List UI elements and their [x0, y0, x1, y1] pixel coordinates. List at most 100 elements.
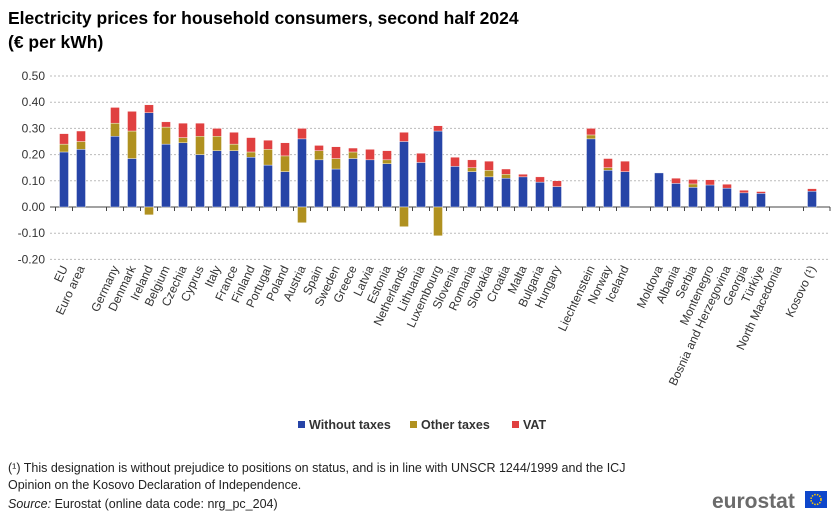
bar-segment-other-taxes [263, 149, 273, 166]
bar-segment-vat [586, 128, 596, 136]
bar-segment-without-taxes [229, 150, 239, 208]
bar-segment-without-taxes [314, 159, 324, 208]
bar-segment-other-taxes [688, 183, 698, 188]
bar-segment-without-taxes [212, 150, 222, 208]
bar-segment-without-taxes [688, 187, 698, 208]
bar-segment-without-taxes [484, 176, 494, 208]
bar-segment-other-taxes [280, 155, 290, 172]
y-tick-label: 0.20 [22, 148, 46, 162]
bar-segment-other-taxes [603, 167, 613, 171]
bar-segment-without-taxes [501, 177, 511, 208]
bar-segment-vat [688, 179, 698, 185]
bar-segment-other-taxes [76, 141, 86, 150]
bar-segment-without-taxes [161, 143, 171, 208]
bar-segment-vat [161, 121, 171, 128]
bar-segment-vat [705, 179, 715, 186]
bar-segment-vat [722, 184, 732, 189]
bar-segment-without-taxes [705, 184, 715, 208]
bar-segment-vat [535, 176, 545, 183]
y-tick-label: 0.00 [22, 200, 46, 214]
eurostat-logo: eurostat [712, 490, 827, 513]
bar-segment-without-taxes [263, 164, 273, 208]
bar-segment-vat [399, 132, 409, 142]
bar-segment-vat [365, 149, 375, 161]
bar-segment-other-taxes [178, 137, 188, 144]
bar-segment-vat [552, 180, 562, 187]
y-tick-label: 0.30 [22, 121, 46, 135]
bar-segment-without-taxes [365, 159, 375, 208]
legend-label: Other taxes [421, 418, 490, 432]
bar-segment-other-taxes [127, 130, 137, 159]
bar-segment-other-taxes [110, 122, 120, 137]
bar-segment-other-taxes [501, 174, 511, 179]
bar-segment-vat [212, 128, 222, 137]
bar-segment-vat [314, 145, 324, 151]
bar-segment-without-taxes [59, 151, 69, 208]
source-note: Source: Eurostat (online data code: nrg_… [8, 497, 278, 511]
bar-segment-without-taxes [280, 171, 290, 208]
bar-segment-other-taxes [314, 150, 324, 161]
y-tick-label: -0.10 [18, 226, 46, 240]
bar-segment-without-taxes [76, 149, 86, 208]
bar-segment-vat [195, 122, 205, 137]
legend-swatch [512, 421, 519, 428]
bar-segment-without-taxes [246, 157, 256, 208]
bar-segment-vat [467, 159, 477, 168]
source-text: Eurostat (online data code: nrg_pc_204) [51, 497, 278, 511]
bar-segment-vat [263, 139, 273, 150]
bar-segment-without-taxes [739, 192, 749, 208]
bar-segment-vat [416, 153, 426, 163]
source-label: Source: [8, 497, 51, 511]
bar-segment-vat [620, 160, 630, 172]
bar-segment-without-taxes [552, 186, 562, 208]
bar-segment-without-taxes [722, 187, 732, 208]
legend-swatch [298, 421, 305, 428]
bar-segment-vat [127, 111, 137, 132]
bar-segment-without-taxes [450, 166, 460, 208]
legend-item: VAT [512, 418, 547, 432]
bar-segment-without-taxes [433, 130, 443, 208]
bar-segment-vat [76, 130, 86, 142]
y-tick-label: 0.40 [22, 95, 46, 109]
bar-segment-vat [671, 177, 681, 184]
legend-item: Other taxes [410, 418, 490, 432]
bar-segment-vat [229, 132, 239, 145]
bar-segment-without-taxes [807, 191, 817, 208]
bar-segment-without-taxes [654, 172, 664, 208]
y-tick-label: 0.50 [22, 69, 46, 83]
bars [59, 104, 817, 237]
bar-segment-without-taxes [297, 138, 307, 208]
bar-segment-vat [603, 158, 613, 168]
bar-segment-without-taxes [586, 138, 596, 208]
bar-segment-vat [331, 146, 341, 159]
bar-segment-other-taxes [467, 167, 477, 172]
bar-segment-other-taxes [399, 206, 409, 227]
bar-segment-without-taxes [756, 193, 766, 208]
bar-segment-without-taxes [671, 183, 681, 208]
bar-segment-other-taxes [331, 158, 341, 170]
bar-segment-other-taxes [246, 151, 256, 158]
bar-segment-vat [484, 160, 494, 171]
bar-segment-other-taxes [161, 126, 171, 145]
legend-item: Without taxes [298, 418, 391, 432]
bar-segment-vat [756, 191, 766, 194]
bar-segment-vat [110, 107, 120, 124]
eu-stars-icon [810, 493, 822, 506]
bar-segment-vat [59, 133, 69, 145]
bar-segment-without-taxes [416, 162, 426, 208]
bar-segment-vat [348, 147, 358, 153]
bar-segment-without-taxes [195, 154, 205, 208]
bar-segment-other-taxes [229, 143, 239, 151]
bar-segment-without-taxes [399, 141, 409, 208]
bar-segment-without-taxes [127, 158, 137, 208]
bar-segment-vat [518, 174, 528, 178]
bar-segment-other-taxes [195, 136, 205, 155]
chart-subtitle: (€ per kWh) [8, 32, 103, 52]
footnote-line-2: Opinion on the Kosovo Declaration of Ind… [8, 478, 301, 492]
bar-segment-other-taxes [348, 151, 358, 159]
y-tick-label: 0.10 [22, 174, 46, 188]
bar-segment-without-taxes [110, 136, 120, 208]
bar-segment-without-taxes [603, 170, 613, 208]
